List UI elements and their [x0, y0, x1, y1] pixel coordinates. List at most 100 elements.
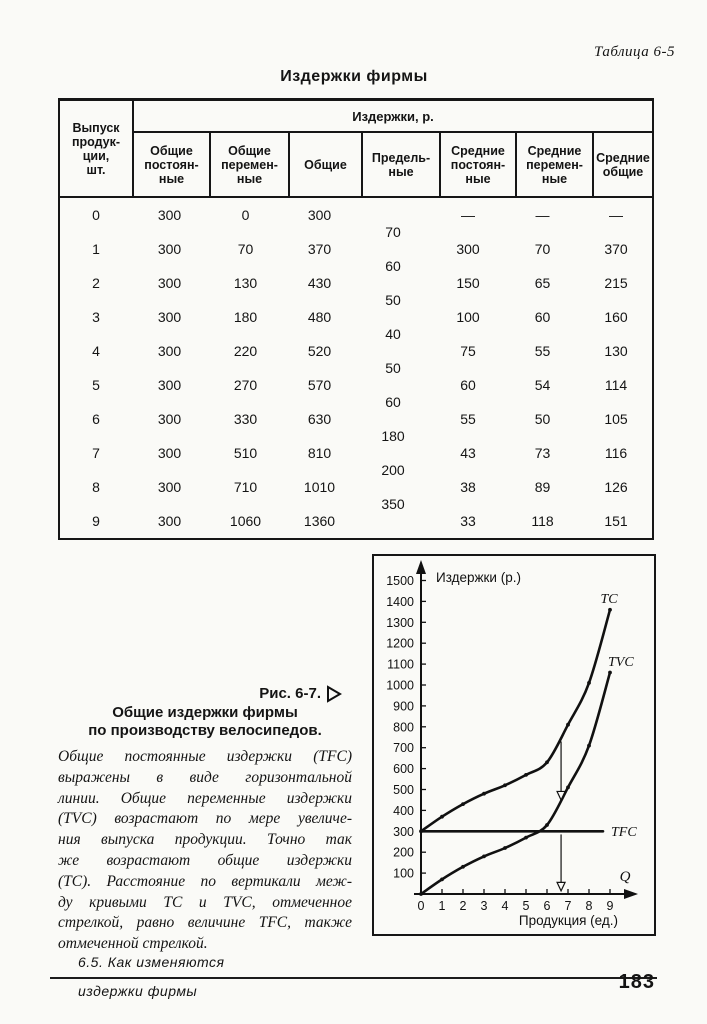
page-number: 183 — [618, 971, 655, 993]
cell-tc: 570 — [307, 377, 332, 393]
figure-caption-line: ду кривыми ТС и TVC, отмеченное — [58, 893, 352, 911]
cell-avc: 65 — [534, 275, 551, 291]
tvc-point — [608, 670, 612, 675]
tc-point — [566, 722, 570, 727]
cell-marginal: 180 — [381, 427, 405, 444]
x-tick-label: 6 — [544, 899, 551, 913]
cell-output: 7 — [92, 445, 100, 461]
cell-output: 0 — [92, 207, 100, 223]
table-number-label: Таблица 6-5 — [594, 44, 675, 60]
cell-marginal: 40 — [385, 325, 401, 342]
figure-caption-line: линии. Общие переменные издержки — [58, 789, 352, 807]
cell-marginal: 50 — [385, 359, 401, 376]
x-tick-label: 8 — [586, 899, 593, 913]
y-tick-label: 800 — [393, 720, 414, 734]
tc-point — [545, 760, 549, 765]
gap-arrow-head — [556, 790, 567, 802]
tc-point — [587, 681, 591, 685]
table-row: 6 300 330 630 55 50 105 — [60, 402, 652, 436]
header-avg-total: Средние общие — [596, 150, 650, 179]
header-costs-group: Издержки, р. — [134, 101, 652, 133]
cell-tvc: 330 — [233, 411, 258, 427]
table-row: 5 300 270 570 60 54 114 — [60, 368, 652, 402]
cell-atc: — — [609, 207, 623, 223]
cell-tfc: 300 — [157, 241, 182, 257]
table-row: 4 300 220 520 75 55 130 — [60, 334, 652, 368]
tvc-curve — [419, 671, 612, 896]
cell-output: 1 — [92, 241, 100, 257]
cell-tfc: 300 — [157, 411, 182, 427]
cell-output: 2 — [92, 275, 100, 291]
cell-output: 5 — [92, 377, 100, 393]
cell-tc: 810 — [307, 445, 332, 461]
y-axis-title: Издержки (р.) — [436, 570, 521, 585]
footer-rule — [50, 977, 657, 979]
tc-point — [440, 814, 444, 819]
cell-marginal: 60 — [385, 257, 401, 274]
header-avg-fixed: Средние постоян- ные — [441, 133, 517, 196]
cell-marginal: 350 — [381, 495, 405, 512]
cell-tvc: 510 — [233, 445, 258, 461]
cell-avc: 89 — [534, 479, 551, 495]
y-tick-label: 1100 — [387, 658, 414, 672]
footer-section-line-1: 6.5. Как изменяются — [78, 954, 225, 970]
cost-table: Выпуск продук- ции, шт. Издержки, р. Общ… — [58, 98, 654, 540]
figure-heading: Рис. 6-7. Общие издержки фирмы по произв… — [58, 684, 352, 739]
y-axis-arrowhead — [416, 560, 426, 574]
tvc-point — [503, 846, 507, 850]
cell-tfc: 300 — [157, 445, 182, 461]
figure-caption-line: (TVC) возрастают по мере увеличе- — [58, 810, 352, 828]
cell-atc: 116 — [604, 445, 628, 461]
cell-atc: 114 — [604, 377, 628, 393]
tvc-point — [419, 892, 423, 896]
figure-title-line-2: по производству велосипедов. — [88, 721, 322, 739]
tc-label: TC — [600, 592, 618, 607]
table-row: 2 300 130 430 150 65 215 — [60, 266, 652, 300]
cell-afc: 100 — [456, 309, 480, 325]
header-total-variable: Общие перемен- ные — [211, 133, 290, 196]
y-tick-label: 1300 — [386, 616, 414, 630]
x-axis-title: Продукция (ед.) — [519, 913, 618, 928]
cell-tc: 430 — [307, 275, 332, 291]
cell-avc: 55 — [534, 343, 551, 359]
y-tick-label: 200 — [393, 846, 414, 860]
table-title: Издержки фирмы — [280, 68, 428, 85]
tvc-point — [545, 823, 549, 827]
tvc-point — [524, 835, 528, 840]
cell-afc: 33 — [460, 513, 476, 529]
cell-tfc: 300 — [157, 207, 182, 223]
tc-point — [524, 773, 528, 777]
x-tick-label: 5 — [523, 899, 530, 913]
cell-tvc: 180 — [233, 309, 258, 325]
cell-atc: 130 — [604, 343, 628, 359]
x-tick-label: 2 — [460, 899, 467, 913]
x-tick-label: 1 — [439, 899, 446, 913]
q-label: Q — [620, 869, 631, 885]
figure-caption-line: Общие постоянные издержки (TFC) — [58, 748, 352, 765]
header-subcolumns: Общие постоян- ные Общие перемен- ные Об… — [134, 133, 652, 196]
cell-tfc: 300 — [157, 275, 182, 291]
cell-tc: 370 — [307, 241, 332, 257]
table-row: 1 300 70 370 300 70 370 — [60, 232, 652, 266]
cell-tfc: 300 — [157, 513, 182, 529]
cell-tfc: 300 — [157, 343, 182, 359]
cell-avc: 50 — [534, 411, 551, 427]
x-tick-label: 0 — [418, 899, 425, 913]
cell-atc: 370 — [604, 241, 628, 257]
cell-avc: 70 — [534, 241, 551, 257]
tvc-point — [587, 743, 591, 748]
figure-caption-line: ния выпуска продукции. Точно так — [58, 831, 352, 849]
cell-afc: 55 — [460, 411, 476, 427]
header-total: Общие — [290, 133, 363, 196]
cell-tvc: 70 — [237, 241, 254, 257]
x-tick-label: 9 — [607, 899, 614, 913]
figure-label-line: Рис. 6-7. — [58, 684, 352, 704]
table-row: 0 300 0 300 — — — — [60, 198, 652, 232]
footer-section-line-2: издержки фирмы — [78, 983, 198, 999]
cell-afc: 75 — [460, 343, 476, 359]
y-tick-label: 1000 — [386, 679, 414, 693]
cell-tvc: 1060 — [229, 513, 262, 529]
tvc-label: TVC — [608, 655, 634, 670]
cell-tc: 1360 — [303, 513, 336, 529]
